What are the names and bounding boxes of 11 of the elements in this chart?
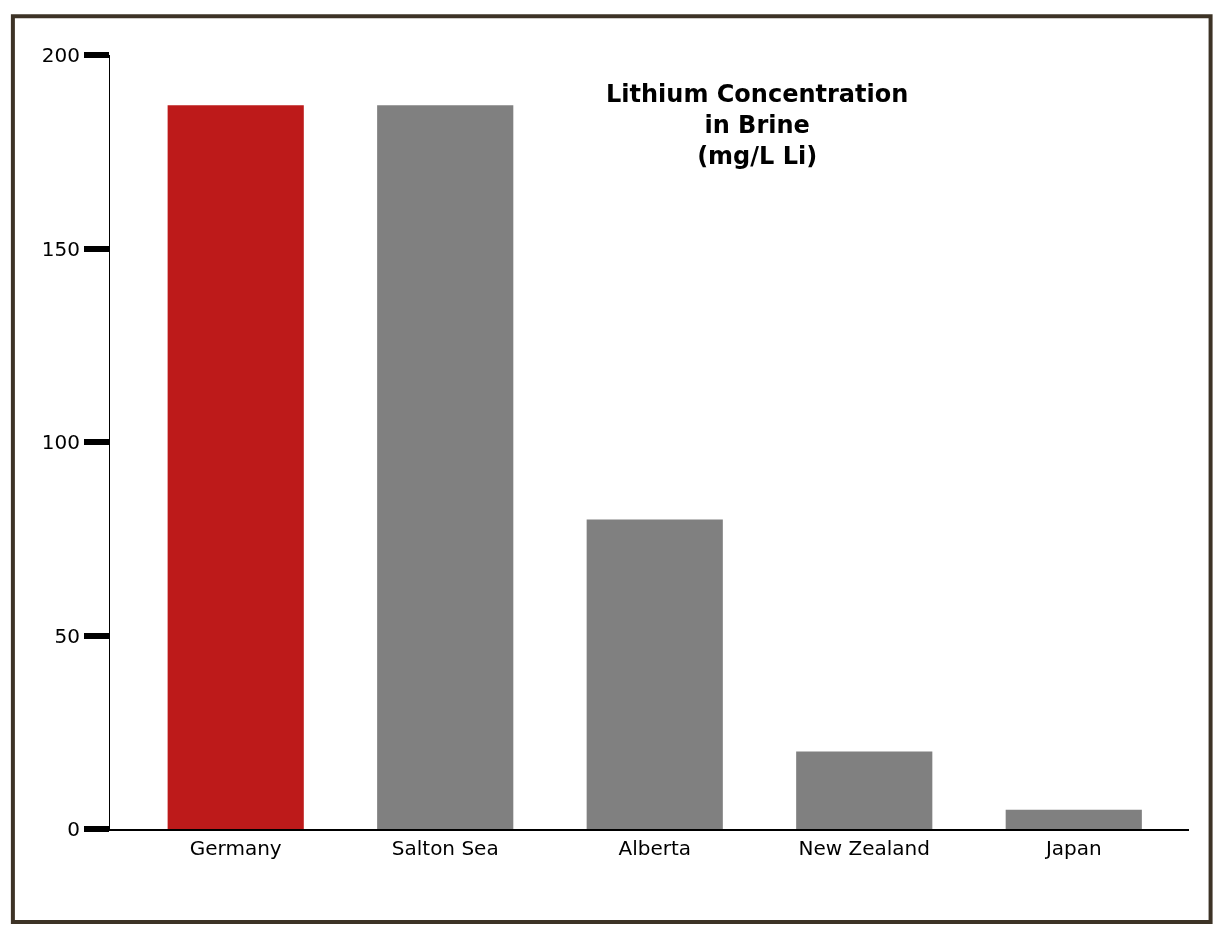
x-tick-label: Japan (1043, 836, 1102, 860)
y-tick-label: 200 (41, 43, 80, 67)
y-tick-label: 0 (67, 817, 80, 841)
x-tick-label: Alberta (618, 836, 692, 860)
x-tick-label: Germany (189, 836, 282, 860)
text: Lithium Concentration in Brine (mg/L Li) (606, 80, 909, 171)
y-tick-label: 50 (54, 623, 80, 648)
x-tick-label: Salton Sea (391, 836, 499, 860)
y-tick-label: 150 (41, 236, 80, 261)
y-tick-label: 100 (41, 430, 80, 454)
x-tick-label: New Zealand (798, 836, 930, 860)
